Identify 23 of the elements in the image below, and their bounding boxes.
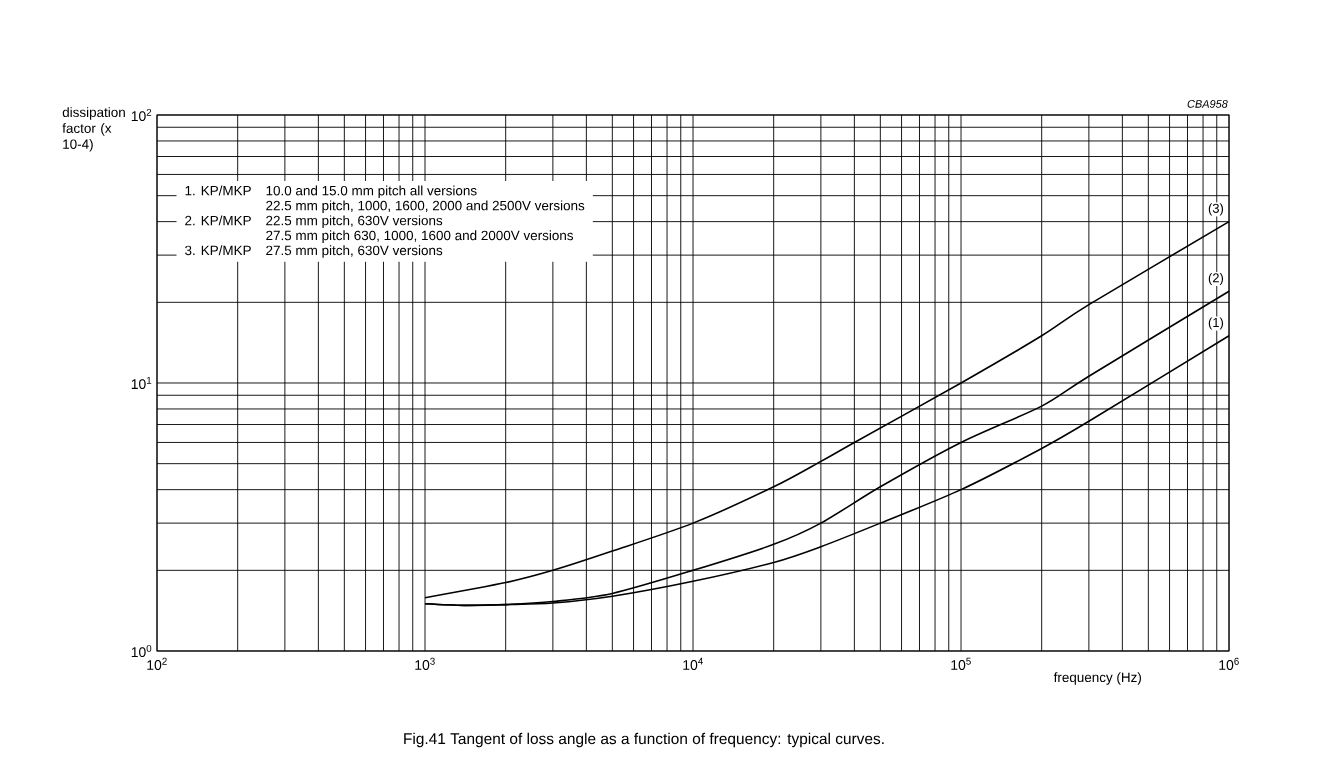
annotation: 22.5 mm pitch, 630V versions [266,215,443,228]
annotation: 1. KP/MKP [185,185,251,196]
x-tick-label: 10$^{3}$ [415,657,435,671]
x-tick-label: 10$^{2}$ [147,657,167,671]
annotation: 2. KP/MKP [185,215,251,226]
annotation: 10.0 and 15.0 mm pitch all versions [266,185,477,199]
y-tick-label: 10$^{1}$ [131,376,152,390]
x-axis-title: frequency (Hz) [1053,672,1141,685]
y-tick-label: 10$^{2}$ [131,108,152,122]
text: Fig.41 Tangent of loss angle as a function of frequency: typical curves. [404,732,884,748]
series-label: (1) [1208,317,1224,330]
annotation: 27.5 mm pitch 630, 1000, 1600 and 2000V versions [266,230,574,243]
x-tick-label: 10$^{4}$ [683,657,703,670]
x-tick-label: 10$^{5}$ [951,657,971,670]
annotation: 22.5 mm pitch, 1000, 1600, 2000 and 2500V versions [266,200,585,214]
text: CBA958 [1187,100,1228,108]
x-tick-label: 10$^{6}$ [1219,657,1239,671]
annotation: 3. KP/MKP [185,245,251,256]
y-tick-label: 10$^{0}$ [131,644,152,658]
series-label: (3) [1208,203,1224,216]
annotation: 27.5 mm pitch, 630V versions [266,245,443,258]
series-label: (2) [1208,272,1224,286]
y-axis-title: dissipation factor (x 10-4) [62,107,125,152]
